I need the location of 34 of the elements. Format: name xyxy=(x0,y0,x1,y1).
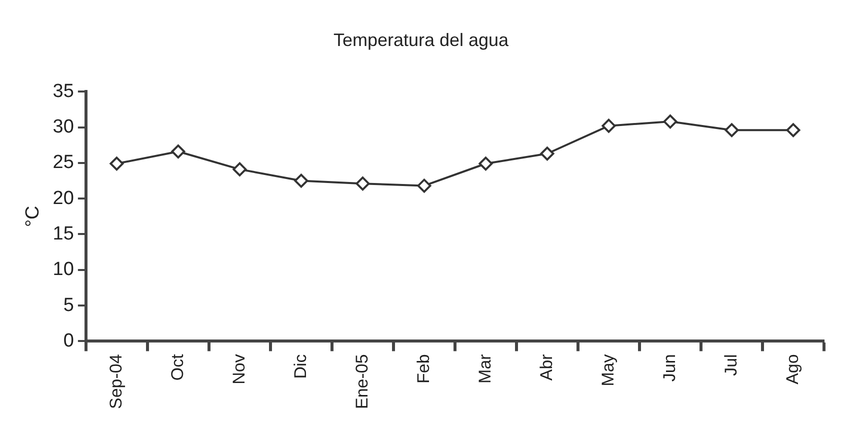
x-tick-label: Jun xyxy=(660,354,679,382)
x-tick-label: Sep-04 xyxy=(106,354,126,410)
x-tick-label: Nov xyxy=(229,354,248,384)
x-tick-label: Ene-05 xyxy=(352,354,372,410)
chart-title: Temperatura del agua xyxy=(333,30,510,50)
y-tick-label: 25 xyxy=(52,152,74,174)
point xyxy=(110,156,124,171)
point xyxy=(663,114,678,129)
point xyxy=(232,162,247,176)
point xyxy=(724,123,739,138)
y-tick-label: 5 xyxy=(63,294,74,316)
y-tick-label: 0 xyxy=(63,330,74,352)
y-tick-label: 30 xyxy=(52,116,74,138)
x-tick-label: Ago xyxy=(782,354,802,384)
y-tick-label: 35 xyxy=(52,80,74,102)
y-axis-title: °C xyxy=(22,206,44,228)
x-tick-label: Jul xyxy=(721,354,740,376)
point xyxy=(294,174,308,188)
point xyxy=(478,156,493,171)
x-tick-label: Abr xyxy=(536,354,556,381)
x-tick-label: May xyxy=(598,354,618,386)
x-tick-label: Mar xyxy=(475,354,494,384)
y-tick-label: 20 xyxy=(52,188,74,209)
x-tick-label: Feb xyxy=(414,354,433,384)
point xyxy=(602,118,616,133)
point xyxy=(356,176,370,191)
x-tick-label: Oct xyxy=(168,354,187,381)
point xyxy=(171,144,186,158)
point xyxy=(786,123,800,138)
y-tick-label: 15 xyxy=(52,223,74,244)
point xyxy=(540,146,554,161)
point xyxy=(417,178,432,193)
x-tick-label: Dic xyxy=(290,354,310,379)
y-tick-label: 10 xyxy=(52,259,74,280)
